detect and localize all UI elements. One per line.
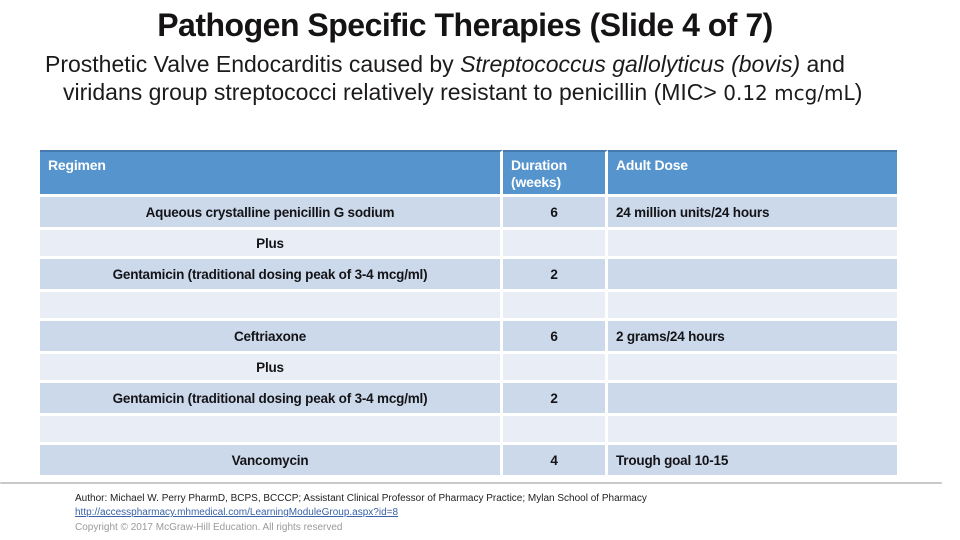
subtitle-organism-italic: Streptococcus gallolyticus (bovis) [460, 51, 801, 77]
cell-duration: 4 [503, 445, 608, 478]
table-header-row: Regimen Duration (weeks) Adult Dose [40, 150, 897, 197]
column-header-regimen: Regimen [40, 150, 503, 197]
subtitle-text-mid: and viridans group streptococci relative… [63, 51, 845, 105]
cell-dose: 24 million units/24 hours [608, 197, 897, 230]
cell-duration [503, 230, 608, 259]
source-link[interactable]: http://accesspharmacy.mhmedical.com/Lear… [75, 507, 399, 518]
author-credit: Author: Michael W. Perry PharmD, BCPS, B… [75, 493, 647, 504]
cell-regimen: Plus [40, 230, 503, 259]
cell-duration: 6 [503, 197, 608, 230]
cell-dose [608, 354, 897, 383]
cell-dose: Trough goal 10-15 [608, 445, 897, 478]
table-row: Gentamicin (traditional dosing peak of 3… [40, 259, 897, 292]
cell-duration: 2 [503, 259, 608, 292]
cell-regimen: Plus [40, 354, 503, 383]
subtitle-text-close: ) [854, 79, 863, 105]
cell-duration [503, 292, 608, 321]
cell-dose: 2 grams/24 hours [608, 321, 897, 354]
subtitle-mic-value: 0.12 mcg/mL [723, 81, 855, 105]
column-header-adult-dose: Adult Dose [608, 150, 897, 197]
column-header-duration: Duration (weeks) [503, 150, 608, 197]
table-row [40, 292, 897, 321]
therapy-table: Regimen Duration (weeks) Adult Dose Aque… [40, 150, 897, 478]
footer: Author: Michael W. Perry PharmD, BCPS, B… [75, 492, 895, 534]
subtitle-text-lead: Prosthetic Valve Endocarditis caused by [45, 51, 461, 77]
cell-regimen: Vancomycin [40, 445, 503, 478]
slide-subtitle: Prosthetic Valve Endocarditis caused by … [45, 50, 893, 107]
cell-dose [608, 416, 897, 445]
slide-title: Pathogen Specific Therapies (Slide 4 of … [157, 7, 773, 43]
cell-dose [608, 292, 897, 321]
table-row: Vancomycin 4 Trough goal 10-15 [40, 445, 897, 478]
table-row: Aqueous crystalline penicillin G sodium … [40, 197, 897, 230]
cell-regimen [40, 416, 503, 445]
cell-duration: 2 [503, 383, 608, 416]
cell-duration [503, 416, 608, 445]
cell-duration [503, 354, 608, 383]
cell-dose [608, 259, 897, 292]
cell-regimen: Gentamicin (traditional dosing peak of 3… [40, 383, 503, 416]
footer-divider [0, 482, 942, 484]
cell-regimen: Aqueous crystalline penicillin G sodium [40, 197, 503, 230]
cell-dose [608, 230, 897, 259]
cell-regimen [40, 292, 503, 321]
table-row: Plus [40, 230, 897, 259]
table-row [40, 416, 897, 445]
cell-dose [608, 383, 897, 416]
cell-duration: 6 [503, 321, 608, 354]
table-row: Plus [40, 354, 897, 383]
table-row: Gentamicin (traditional dosing peak of 3… [40, 383, 897, 416]
cell-regimen: Gentamicin (traditional dosing peak of 3… [40, 259, 503, 292]
cell-regimen: Ceftriaxone [40, 321, 503, 354]
copyright-notice: Copyright © 2017 McGraw-Hill Education. … [75, 522, 343, 533]
table-row: Ceftriaxone 6 2 grams/24 hours [40, 321, 897, 354]
